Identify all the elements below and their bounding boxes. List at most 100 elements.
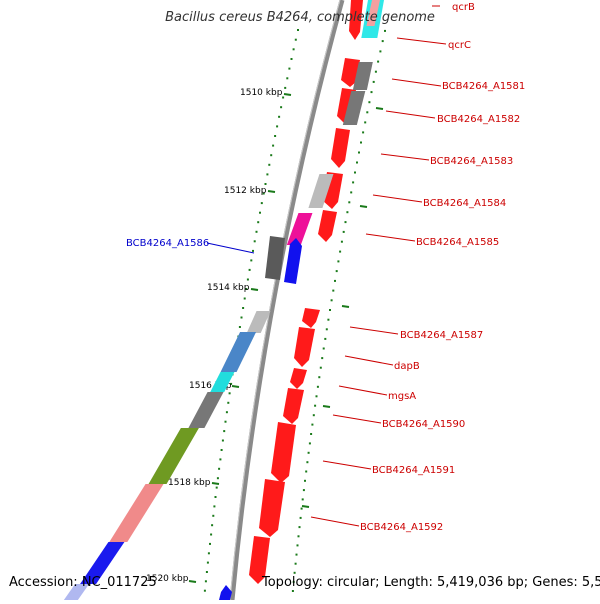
scale-dot	[272, 144, 275, 147]
scale-dot	[293, 571, 296, 574]
feature-block-lightgray[interactable]	[246, 311, 271, 333]
gene-arrow[interactable]	[349, 0, 363, 40]
scale-dot	[350, 191, 353, 194]
scale-dot	[296, 544, 299, 547]
scale-dot	[240, 316, 243, 319]
scale-dot	[379, 50, 382, 53]
scale-dot	[305, 470, 308, 473]
scale-dot	[288, 67, 291, 70]
scale-dot	[274, 135, 277, 137]
genome-backbone	[229, 0, 345, 601]
gene-arrow[interactable]	[249, 536, 270, 584]
scale-dot	[238, 326, 241, 328]
genome-backbone-highlight	[229, 0, 341, 601]
gene-label[interactable]: qcrB	[452, 2, 475, 13]
feature-block-steelblue[interactable]	[220, 332, 257, 372]
gene-label[interactable]: BCB4264_A1582	[437, 114, 520, 125]
scale-dot	[228, 392, 231, 395]
gene-label[interactable]: BCB4264_A1584	[423, 198, 506, 209]
gene-label[interactable]: BCB4264_A1590	[382, 419, 465, 430]
scale-dot	[276, 125, 279, 128]
gene-arrow-reverse[interactable]	[284, 238, 302, 284]
scale-dot	[330, 299, 333, 302]
scale-label: 1516 kbp	[189, 381, 232, 391]
gene-label[interactable]: BCB4264_A1585	[416, 237, 499, 248]
scale-dot	[316, 385, 319, 388]
scale-dot	[352, 181, 355, 184]
feature-block-gray[interactable]	[188, 392, 224, 428]
scale-dot	[282, 96, 285, 99]
gene-arrow[interactable]	[259, 479, 285, 537]
feature-block-gray[interactable]	[342, 91, 366, 125]
scale-dot	[270, 154, 273, 157]
gene-label[interactable]: BCB4264_A1591	[372, 465, 455, 476]
scale-dot	[325, 328, 328, 331]
gene-arrow[interactable]	[290, 368, 307, 389]
scale-dot	[259, 211, 261, 214]
feature-block-olive[interactable]	[148, 428, 199, 484]
gene-label[interactable]: BCB4264_A1586	[126, 238, 209, 249]
leader-line	[365, 233, 416, 242]
scale-tick	[322, 405, 331, 408]
scale-dot	[346, 211, 349, 214]
gene-arrow[interactable]	[331, 128, 350, 168]
feature-block-gray[interactable]	[352, 62, 373, 90]
scale-dot	[332, 289, 335, 292]
leader-line	[385, 110, 436, 119]
feature-block-lavender[interactable]	[63, 584, 90, 600]
scale-ticks	[188, 93, 384, 583]
gene-label[interactable]: qcrC	[448, 40, 471, 51]
scale-dot	[362, 131, 365, 134]
scale-dot	[294, 38, 297, 41]
scale-dot	[230, 382, 233, 385]
gene-label[interactable]: dapB	[394, 361, 420, 372]
scale-dot	[220, 449, 223, 451]
gene-arrow-reverse[interactable]	[219, 585, 232, 600]
scale-dot	[377, 60, 380, 63]
leader-lines	[206, 5, 447, 527]
gene-labels: qcrB qcrC BCB4264_A1581 BCB4264_A1582 BC…	[126, 2, 525, 533]
scale-dot	[348, 201, 351, 204]
scale-dot	[246, 278, 249, 281]
leader-line	[380, 153, 430, 161]
leader-line	[396, 37, 447, 45]
scale-dot	[216, 477, 219, 480]
scale-dot	[225, 411, 228, 414]
scale-dot	[262, 192, 265, 195]
scale-dot	[319, 366, 322, 369]
scale-dot	[327, 318, 330, 321]
gene-arrow[interactable]	[283, 388, 304, 424]
scale-dot	[206, 561, 209, 564]
scale-label: 1518 kbp	[168, 478, 211, 488]
scale-dot	[266, 173, 269, 176]
scale-dot	[291, 590, 294, 592]
feature-block-magenta[interactable]	[286, 213, 313, 245]
scale-dot	[300, 507, 303, 510]
gene-arrow[interactable]	[318, 210, 337, 242]
scale-tick	[211, 482, 220, 485]
scale-dot	[250, 259, 253, 262]
scale-dot	[321, 357, 324, 360]
gene-label[interactable]: BCB4264_A1581	[442, 81, 525, 92]
feature-block-blue[interactable]	[80, 542, 125, 584]
scale-dot	[297, 29, 299, 31]
feature-block-salmon[interactable]	[109, 484, 164, 542]
feature-block-pink[interactable]	[366, 0, 380, 26]
gene-arrow[interactable]	[271, 422, 296, 483]
scale-dot	[278, 115, 281, 118]
gene-arrow[interactable]	[302, 308, 320, 328]
gene-label[interactable]: mgsA	[388, 391, 416, 402]
accession-text: Accession: NC_011725	[9, 575, 157, 590]
gene-label[interactable]: BCB4264_A1592	[360, 522, 443, 533]
scale-dot	[381, 40, 384, 43]
feature-block-cyan[interactable]	[210, 372, 235, 392]
gene-arrow[interactable]	[294, 327, 315, 367]
scale-dot	[304, 479, 306, 482]
scale-dot	[301, 498, 304, 501]
gene-label[interactable]: BCB4264_A1583	[430, 156, 513, 167]
leader-line	[310, 516, 360, 527]
feature-block-lightgray[interactable]	[308, 174, 334, 208]
scale-dot	[268, 163, 271, 166]
gene-block-gray[interactable]	[265, 236, 285, 280]
gene-label[interactable]: BCB4264_A1587	[400, 330, 483, 341]
